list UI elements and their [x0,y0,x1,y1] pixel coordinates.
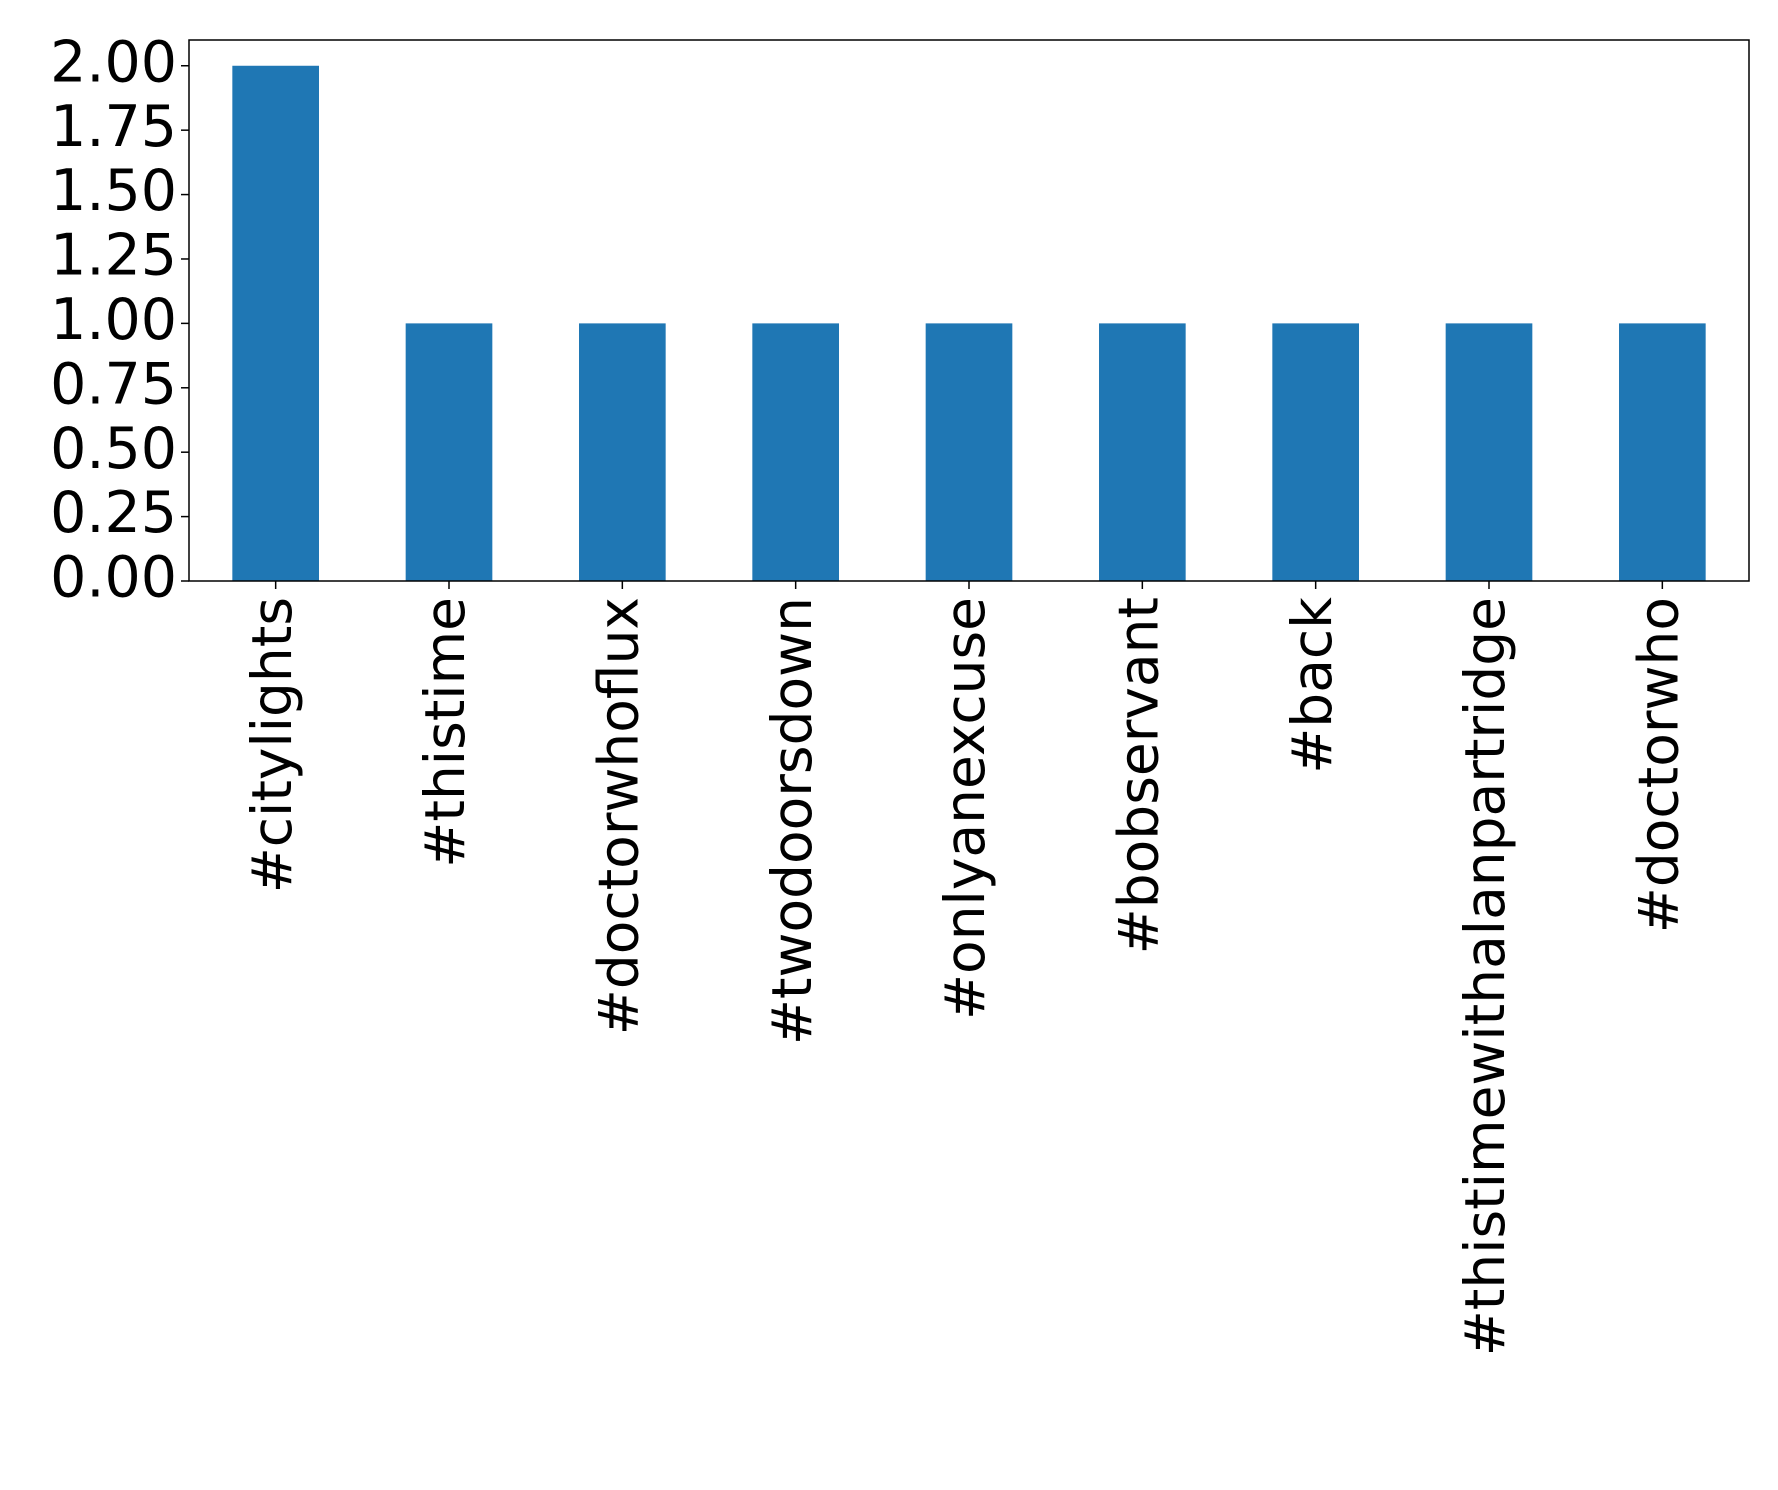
x-tick-label: #doctorwho [1626,597,1690,933]
x-tick-label: #doctorwhoflux [586,597,650,1035]
y-tick-label: 0.00 [50,545,177,611]
bar [405,323,493,581]
y-tick-label: 0.50 [50,416,177,482]
y-tick-label: 2.00 [50,29,177,95]
bar [752,323,839,581]
y-tick-label: 1.00 [50,287,177,353]
bar [1619,323,1706,581]
x-tick-label: #thistime [413,597,477,868]
y-tick-label: 1.75 [50,94,177,160]
x-tick-label: #back [1280,597,1344,774]
x-tick-label: #onlyanexcuse [933,597,997,1020]
bar [925,323,1013,581]
bar [1272,323,1359,581]
y-tick-label: 1.50 [50,158,177,224]
x-tick-label: #citylights [240,597,304,893]
bar [1445,323,1533,581]
bar [579,323,666,581]
bar [232,65,319,581]
x-tick-label: #bobservant [1106,597,1170,954]
bar [1099,323,1186,581]
plot-frame [188,39,1750,582]
x-tick-label: #thistimewithalanpartridge [1453,597,1517,1356]
x-tick-label: #twodoorsdown [760,597,824,1045]
y-tick-label: 1.25 [50,223,177,289]
y-tick-label: 0.75 [50,351,177,417]
y-tick-label: 0.25 [50,480,177,546]
